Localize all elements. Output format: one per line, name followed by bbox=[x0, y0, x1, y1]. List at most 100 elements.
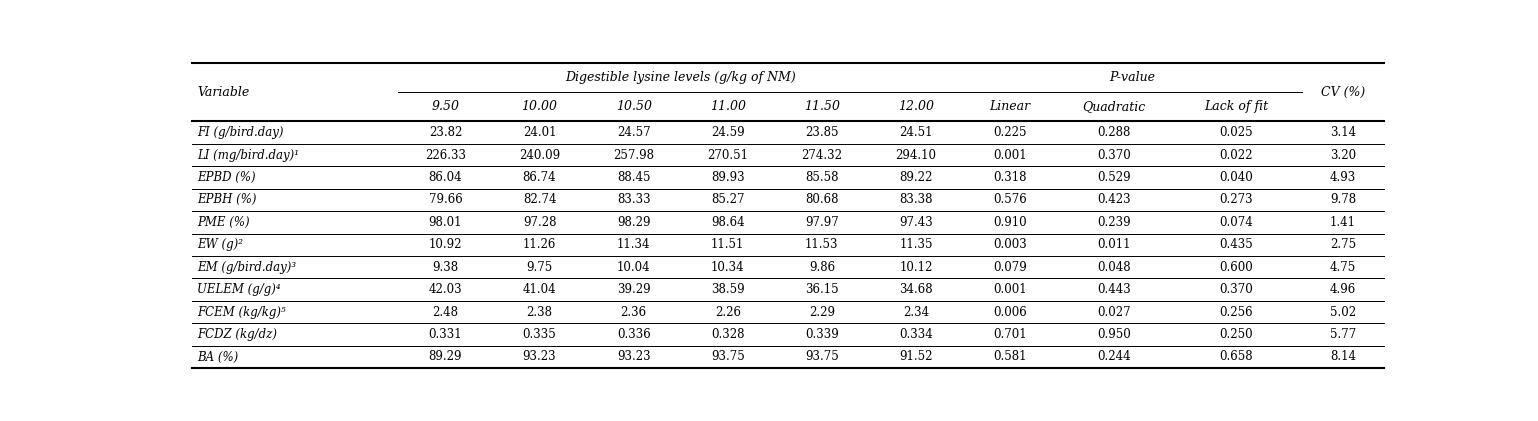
Text: 3.14: 3.14 bbox=[1330, 126, 1357, 139]
Text: UELEM (g/g)⁴: UELEM (g/g)⁴ bbox=[197, 283, 280, 296]
Text: 0.336: 0.336 bbox=[617, 328, 651, 341]
Text: 41.04: 41.04 bbox=[523, 283, 557, 296]
Text: 12.00: 12.00 bbox=[898, 101, 934, 113]
Text: Quadratic: Quadratic bbox=[1083, 101, 1146, 113]
Text: 86.04: 86.04 bbox=[429, 171, 463, 184]
Text: 2.38: 2.38 bbox=[526, 306, 552, 319]
Text: 240.09: 240.09 bbox=[518, 149, 560, 162]
Text: 97.43: 97.43 bbox=[900, 216, 934, 229]
Text: 10.92: 10.92 bbox=[429, 238, 463, 251]
Text: 0.003: 0.003 bbox=[994, 238, 1027, 251]
Text: 85.27: 85.27 bbox=[711, 193, 744, 206]
Text: 0.576: 0.576 bbox=[994, 193, 1027, 206]
Text: 0.250: 0.250 bbox=[1220, 328, 1253, 341]
Text: 0.600: 0.600 bbox=[1220, 261, 1253, 274]
Text: 34.68: 34.68 bbox=[900, 283, 932, 296]
Text: 274.32: 274.32 bbox=[801, 149, 843, 162]
Text: 0.529: 0.529 bbox=[1097, 171, 1130, 184]
Text: 93.23: 93.23 bbox=[523, 351, 557, 363]
Text: 10.50: 10.50 bbox=[615, 101, 652, 113]
Text: 5.02: 5.02 bbox=[1330, 306, 1357, 319]
Text: 0.328: 0.328 bbox=[711, 328, 744, 341]
Text: 8.14: 8.14 bbox=[1330, 351, 1357, 363]
Text: 97.97: 97.97 bbox=[804, 216, 838, 229]
Text: 10.34: 10.34 bbox=[711, 261, 744, 274]
Text: 257.98: 257.98 bbox=[614, 149, 654, 162]
Text: 0.244: 0.244 bbox=[1097, 351, 1130, 363]
Text: 10.00: 10.00 bbox=[521, 101, 558, 113]
Text: 23.82: 23.82 bbox=[429, 126, 461, 139]
Text: 0.423: 0.423 bbox=[1097, 193, 1130, 206]
Text: 98.29: 98.29 bbox=[617, 216, 651, 229]
Text: 11.53: 11.53 bbox=[804, 238, 838, 251]
Text: 0.079: 0.079 bbox=[994, 261, 1027, 274]
Text: 98.01: 98.01 bbox=[429, 216, 463, 229]
Text: PME (%): PME (%) bbox=[197, 216, 249, 229]
Text: 0.331: 0.331 bbox=[429, 328, 463, 341]
Text: Linear: Linear bbox=[989, 101, 1030, 113]
Text: 1.41: 1.41 bbox=[1330, 216, 1357, 229]
Text: 24.57: 24.57 bbox=[617, 126, 651, 139]
Text: 89.22: 89.22 bbox=[900, 171, 932, 184]
Text: 270.51: 270.51 bbox=[707, 149, 747, 162]
Text: 0.288: 0.288 bbox=[1097, 126, 1130, 139]
Text: 85.58: 85.58 bbox=[804, 171, 838, 184]
Text: 11.35: 11.35 bbox=[900, 238, 932, 251]
Text: 9.78: 9.78 bbox=[1330, 193, 1357, 206]
Text: 42.03: 42.03 bbox=[429, 283, 463, 296]
Text: 2.34: 2.34 bbox=[903, 306, 929, 319]
Text: 0.335: 0.335 bbox=[523, 328, 557, 341]
Text: 0.318: 0.318 bbox=[994, 171, 1027, 184]
Text: 294.10: 294.10 bbox=[895, 149, 937, 162]
Text: 11.00: 11.00 bbox=[709, 101, 746, 113]
Text: 88.45: 88.45 bbox=[617, 171, 651, 184]
Text: FI (g/bird.day): FI (g/bird.day) bbox=[197, 126, 283, 139]
Text: LI (mg/bird.day)¹: LI (mg/bird.day)¹ bbox=[197, 149, 298, 162]
Text: 0.074: 0.074 bbox=[1220, 216, 1253, 229]
Text: 11.50: 11.50 bbox=[804, 101, 840, 113]
Text: FCDZ (kg/dz): FCDZ (kg/dz) bbox=[197, 328, 277, 341]
Text: 0.581: 0.581 bbox=[994, 351, 1027, 363]
Text: 0.701: 0.701 bbox=[994, 328, 1027, 341]
Text: 93.75: 93.75 bbox=[711, 351, 744, 363]
Text: EPBH (%): EPBH (%) bbox=[197, 193, 257, 206]
Text: 0.001: 0.001 bbox=[994, 283, 1027, 296]
Text: 89.93: 89.93 bbox=[711, 171, 744, 184]
Text: 82.74: 82.74 bbox=[523, 193, 557, 206]
Text: 0.025: 0.025 bbox=[1220, 126, 1253, 139]
Text: 36.15: 36.15 bbox=[804, 283, 838, 296]
Text: 24.51: 24.51 bbox=[900, 126, 932, 139]
Text: 23.85: 23.85 bbox=[804, 126, 838, 139]
Text: 38.59: 38.59 bbox=[711, 283, 744, 296]
Text: EW (g)²: EW (g)² bbox=[197, 238, 243, 251]
Text: EPBD (%): EPBD (%) bbox=[197, 171, 255, 184]
Text: 2.26: 2.26 bbox=[715, 306, 741, 319]
Text: 0.239: 0.239 bbox=[1097, 216, 1130, 229]
Text: 24.59: 24.59 bbox=[711, 126, 744, 139]
Text: 0.435: 0.435 bbox=[1220, 238, 1253, 251]
Text: 11.51: 11.51 bbox=[711, 238, 744, 251]
Text: 4.93: 4.93 bbox=[1330, 171, 1357, 184]
Text: 2.48: 2.48 bbox=[432, 306, 458, 319]
Text: 93.75: 93.75 bbox=[804, 351, 838, 363]
Text: 9.50: 9.50 bbox=[432, 101, 460, 113]
Text: 89.29: 89.29 bbox=[429, 351, 463, 363]
Text: 0.048: 0.048 bbox=[1097, 261, 1130, 274]
Text: 0.022: 0.022 bbox=[1220, 149, 1253, 162]
Text: 9.75: 9.75 bbox=[526, 261, 552, 274]
Text: 39.29: 39.29 bbox=[617, 283, 651, 296]
Text: 9.86: 9.86 bbox=[809, 261, 835, 274]
Text: 0.273: 0.273 bbox=[1220, 193, 1253, 206]
Text: CV (%): CV (%) bbox=[1321, 86, 1366, 99]
Text: 83.38: 83.38 bbox=[900, 193, 932, 206]
Text: 2.75: 2.75 bbox=[1330, 238, 1357, 251]
Text: Variable: Variable bbox=[197, 86, 249, 99]
Text: 9.38: 9.38 bbox=[432, 261, 458, 274]
Text: 80.68: 80.68 bbox=[804, 193, 838, 206]
Text: 10.12: 10.12 bbox=[900, 261, 932, 274]
Text: Digestible lysine levels (g/kg of NM): Digestible lysine levels (g/kg of NM) bbox=[566, 72, 797, 85]
Text: BA (%): BA (%) bbox=[197, 351, 238, 363]
Text: 0.334: 0.334 bbox=[900, 328, 934, 341]
Text: 226.33: 226.33 bbox=[424, 149, 466, 162]
Text: 0.950: 0.950 bbox=[1097, 328, 1130, 341]
